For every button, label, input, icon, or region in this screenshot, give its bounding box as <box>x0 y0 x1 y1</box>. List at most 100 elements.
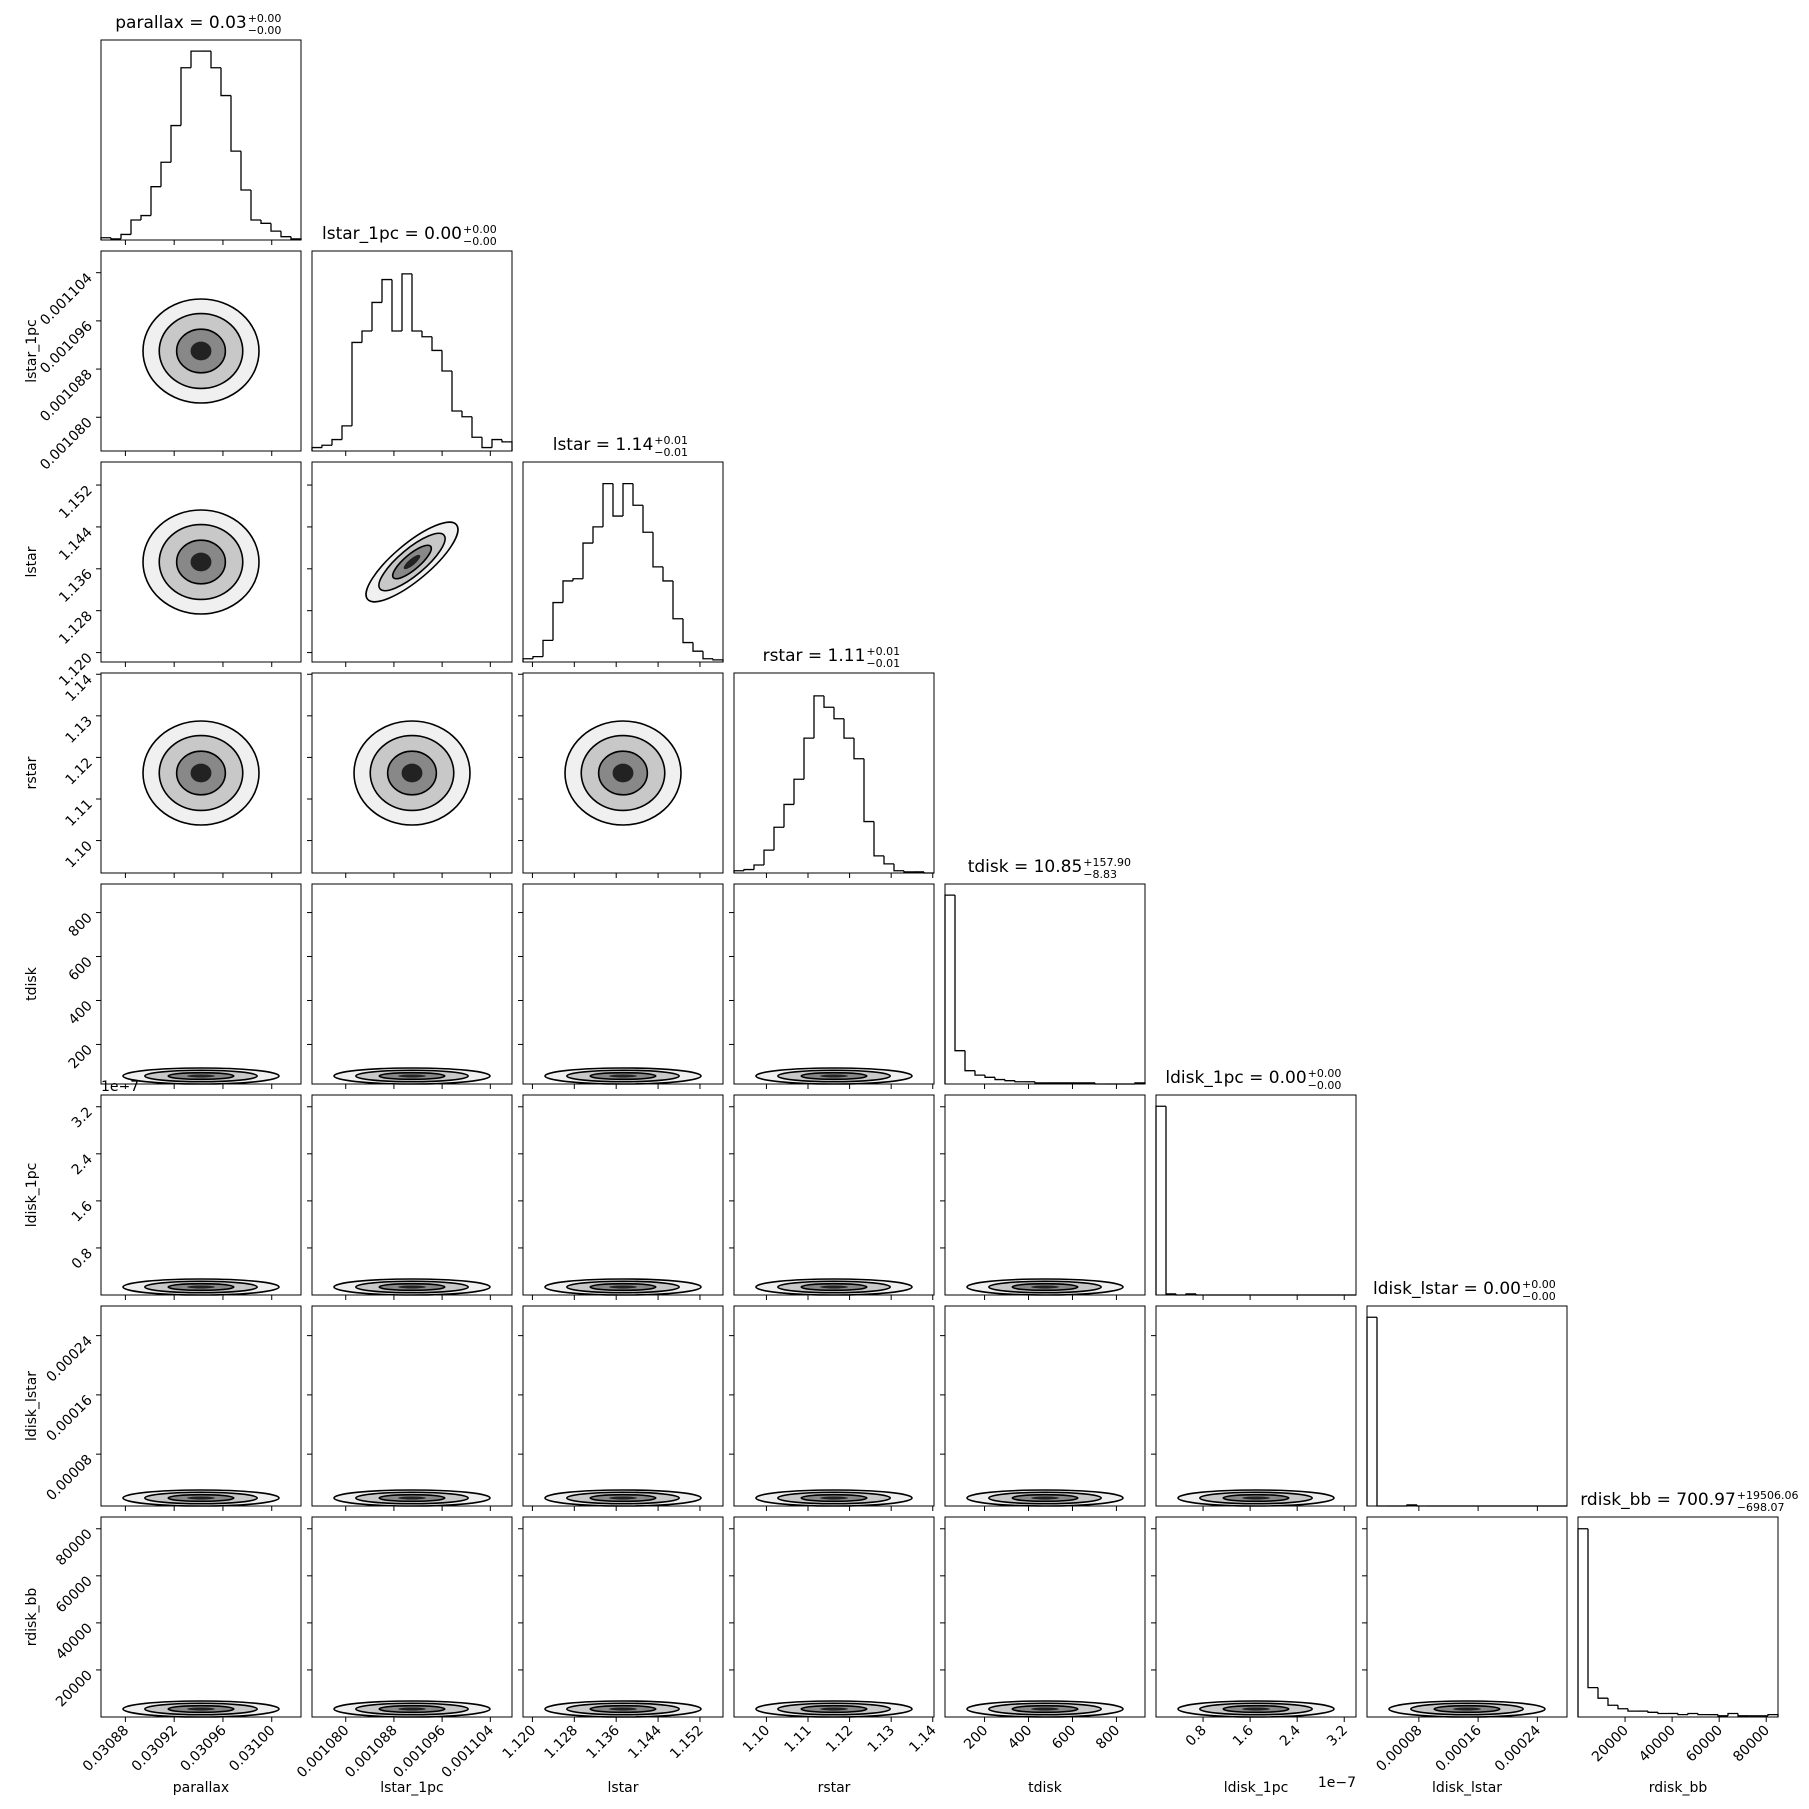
histogram-bar <box>501 439 513 451</box>
histogram-bar <box>401 273 412 331</box>
histogram-bar <box>381 278 392 303</box>
panel <box>944 883 1146 1085</box>
histogram-bar <box>944 894 955 1084</box>
x-tick-label: 60000 <box>1683 1723 1726 1766</box>
panel <box>311 672 513 874</box>
x-tick-label: 0.00008 <box>1373 1723 1425 1775</box>
panel-frame <box>944 1094 1146 1296</box>
title-lower: −698.07 <box>1737 1501 1785 1514</box>
y-tick-label: 1.144 <box>56 524 96 564</box>
histogram-bar <box>451 371 462 412</box>
contour <box>1241 1707 1271 1711</box>
histogram-bar <box>843 718 854 739</box>
x-tick-label: 0.8 <box>1183 1723 1210 1750</box>
x-tick-label: 1.11 <box>781 1723 814 1756</box>
histogram-bar <box>1014 1080 1025 1083</box>
histogram-bar <box>622 482 633 517</box>
histogram-bar <box>672 580 683 620</box>
panel-frame <box>944 883 1146 1085</box>
panel <box>1366 1516 1568 1718</box>
panel <box>100 461 302 663</box>
histogram-bar <box>431 336 442 352</box>
contour <box>608 1285 638 1289</box>
panel-frame <box>100 1305 302 1507</box>
y-axis-label: tdisk <box>24 966 40 1001</box>
histogram-bar <box>803 737 814 780</box>
x-tick-label: 0.001104 <box>439 1722 498 1781</box>
x-axis-label: ldisk_1pc <box>1224 1780 1289 1796</box>
histogram-bar <box>572 578 583 581</box>
panel <box>100 39 302 241</box>
contour <box>186 1496 216 1500</box>
contour <box>186 1285 216 1289</box>
histogram-bar <box>753 864 764 870</box>
histogram-bar <box>230 95 241 152</box>
panel-frame <box>100 39 302 241</box>
contour <box>186 1074 216 1078</box>
contour <box>819 1707 849 1711</box>
contour <box>608 1707 638 1711</box>
x-tick-label: 1.12 <box>823 1723 856 1756</box>
histogram-bar <box>421 331 432 338</box>
panel <box>522 883 724 1085</box>
panel-frame <box>733 672 935 874</box>
x-tick-label: 3.2 <box>1324 1723 1351 1750</box>
panel-frame <box>1155 1094 1357 1296</box>
panel-title: tdisk = 10.85 <box>968 857 1083 877</box>
x-axis-label: lstar <box>607 1780 638 1796</box>
histogram-bar <box>411 273 422 332</box>
y-tick-label: 1.10 <box>62 838 95 871</box>
panel-frame <box>522 1516 724 1718</box>
panel-frame <box>311 1094 513 1296</box>
panel <box>311 250 513 452</box>
x-tick-label: 80000 <box>1730 1723 1773 1766</box>
panel <box>733 883 935 1085</box>
y-tick-label: 1.13 <box>62 713 95 746</box>
panel <box>1155 1094 1357 1296</box>
y-tick-label: 400 <box>66 998 96 1028</box>
x-axis-label: lstar_1pc <box>380 1780 444 1796</box>
x-axis-label: ldisk_lstar <box>1432 1780 1502 1796</box>
histogram-bar <box>1717 1714 1728 1717</box>
contour <box>1241 1496 1271 1500</box>
y-tick-label: 0.001104 <box>37 270 96 329</box>
panel-frame <box>733 1094 935 1296</box>
histogram-bar <box>110 237 121 240</box>
histogram-bar <box>471 416 482 438</box>
x-tick-label: 600 <box>1049 1723 1079 1753</box>
panel <box>100 1305 302 1507</box>
title-upper: +19506.06 <box>1737 1489 1799 1502</box>
x-tick-label: 40000 <box>1636 1723 1679 1766</box>
y-tick-label: 1.128 <box>56 608 96 648</box>
histogram-bar <box>130 219 141 235</box>
panel <box>944 1305 1146 1507</box>
histogram-bar <box>1376 1317 1387 1507</box>
y-axis-label: rstar <box>24 756 40 789</box>
histogram-bar <box>1034 1081 1045 1084</box>
histogram-bar <box>260 220 271 224</box>
panel-frame <box>311 461 513 663</box>
contour <box>190 552 212 572</box>
histogram-bar <box>632 483 643 506</box>
contour <box>403 554 421 570</box>
title-lower: −8.83 <box>1083 868 1117 881</box>
panel-frame <box>311 1305 513 1507</box>
panel-title: rdisk_bb = 700.97 <box>1580 1490 1736 1510</box>
contour <box>612 763 634 783</box>
panel-frame <box>100 672 302 874</box>
panel-frame <box>522 883 724 1085</box>
panel <box>311 883 513 1085</box>
histogram-bar <box>903 870 914 873</box>
y-tick-label: 800 <box>66 910 96 940</box>
panel-title: ldisk_lstar = 0.00 <box>1373 1279 1521 1299</box>
title-upper: +0.00 <box>463 223 497 236</box>
panel-frame <box>522 461 724 663</box>
panel <box>522 1305 724 1507</box>
histogram-bar <box>893 863 904 872</box>
title-upper: +0.00 <box>1522 1278 1556 1291</box>
panel <box>100 1516 302 1718</box>
panel-frame <box>522 1094 724 1296</box>
histogram-bar <box>964 1050 975 1072</box>
y-tick-label: 1.136 <box>56 566 96 606</box>
